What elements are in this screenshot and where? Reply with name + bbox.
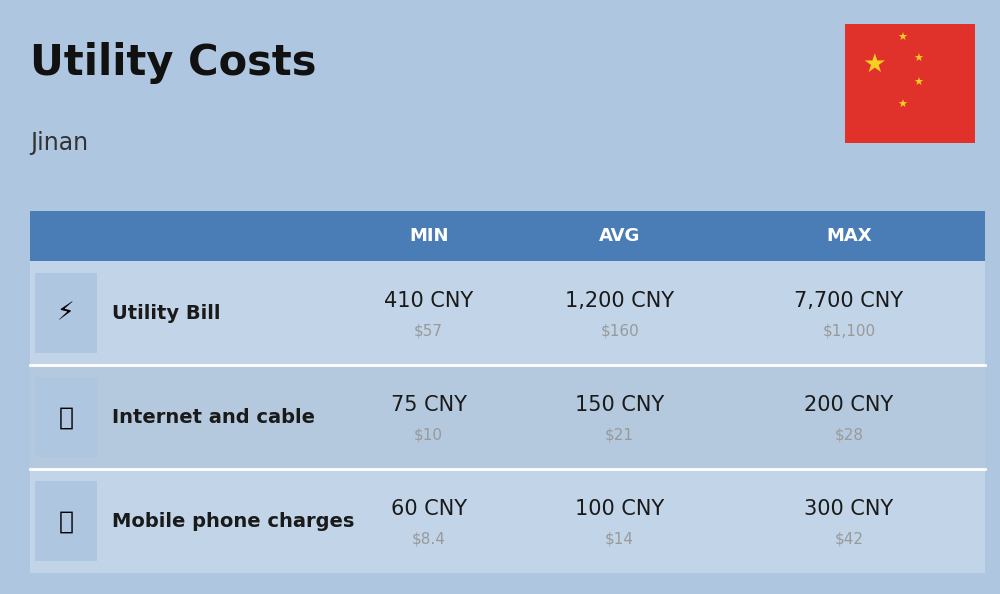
Text: ★: ★ xyxy=(897,33,907,43)
Text: 60 CNY: 60 CNY xyxy=(391,499,467,519)
Text: ⚡: ⚡ xyxy=(57,301,75,326)
Bar xyxy=(30,211,985,261)
Text: 150 CNY: 150 CNY xyxy=(575,395,664,415)
Text: ★: ★ xyxy=(913,55,923,64)
Text: ★: ★ xyxy=(862,52,885,78)
Text: 300 CNY: 300 CNY xyxy=(804,499,894,519)
Text: Utility Costs: Utility Costs xyxy=(30,42,316,84)
Bar xyxy=(35,481,97,561)
Bar xyxy=(845,24,975,143)
Text: 📱: 📱 xyxy=(58,509,73,533)
Text: Jinan: Jinan xyxy=(30,131,88,154)
Text: 410 CNY: 410 CNY xyxy=(384,291,473,311)
Text: $160: $160 xyxy=(600,324,639,339)
Text: $28: $28 xyxy=(834,428,863,443)
Text: 1,200 CNY: 1,200 CNY xyxy=(565,291,674,311)
Text: ★: ★ xyxy=(913,78,923,88)
Bar xyxy=(35,377,97,457)
Text: $8.4: $8.4 xyxy=(412,532,446,546)
Bar xyxy=(30,365,985,469)
Text: Mobile phone charges: Mobile phone charges xyxy=(112,512,354,530)
Bar xyxy=(30,469,985,573)
Text: ★: ★ xyxy=(897,100,907,109)
Text: Utility Bill: Utility Bill xyxy=(112,304,220,323)
Text: $42: $42 xyxy=(834,532,863,546)
Bar xyxy=(35,273,97,353)
Text: AVG: AVG xyxy=(599,227,640,245)
Bar xyxy=(30,261,985,365)
Text: 100 CNY: 100 CNY xyxy=(575,499,664,519)
Text: 7,700 CNY: 7,700 CNY xyxy=(794,291,903,311)
Text: 200 CNY: 200 CNY xyxy=(804,395,894,415)
Text: $1,100: $1,100 xyxy=(822,324,875,339)
Text: $57: $57 xyxy=(414,324,443,339)
Text: MIN: MIN xyxy=(409,227,448,245)
Text: 📡: 📡 xyxy=(58,405,73,429)
Bar xyxy=(30,211,985,573)
Text: $21: $21 xyxy=(605,428,634,443)
Text: Internet and cable: Internet and cable xyxy=(112,408,315,426)
Text: $14: $14 xyxy=(605,532,634,546)
Text: MAX: MAX xyxy=(826,227,872,245)
Text: 75 CNY: 75 CNY xyxy=(391,395,467,415)
Text: $10: $10 xyxy=(414,428,443,443)
